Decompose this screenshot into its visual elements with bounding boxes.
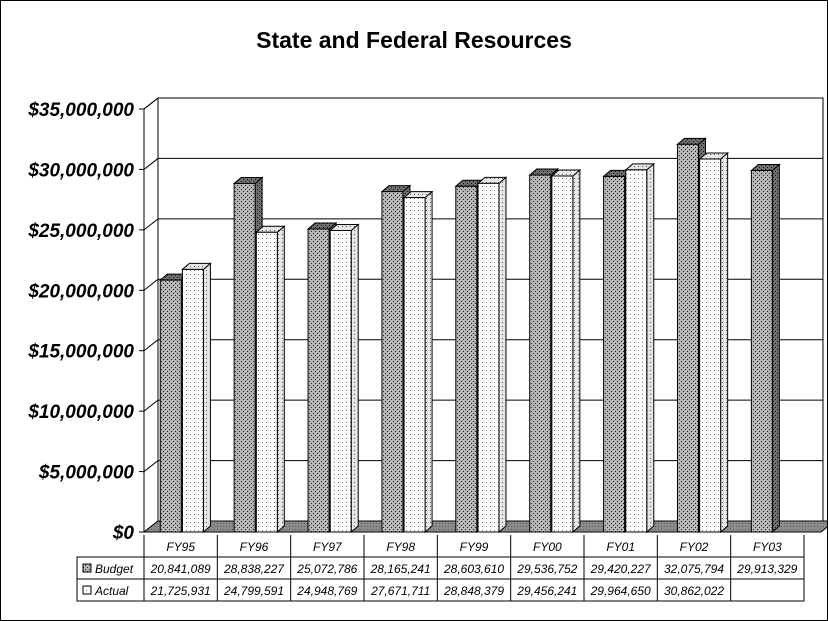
data-label-budget: 20,841,089 <box>150 562 211 576</box>
y-tick-label: $35,000,000 <box>27 100 134 121</box>
data-label-budget: 32,075,794 <box>664 562 724 576</box>
data-label-budget: 29,420,227 <box>590 562 652 576</box>
gridline <box>143 278 823 291</box>
gridline <box>143 157 823 170</box>
y-tick-label: $10,000,000 <box>27 402 134 423</box>
data-label-budget: 29,536,752 <box>516 562 577 576</box>
x-tick-label: FY95 <box>166 540 195 554</box>
gridline <box>143 399 823 412</box>
bar-actual-fy00 <box>550 168 582 534</box>
x-tick-label: FY00 <box>533 540 562 554</box>
y-tick-label: $15,000,000 <box>27 342 134 363</box>
bar-actual-fy99 <box>476 176 508 534</box>
bar-actual-fy98 <box>402 190 434 534</box>
data-label-actual: 24,799,591 <box>223 584 284 598</box>
legend-label-budget: Budget <box>95 562 134 576</box>
bar-actual-fy02 <box>698 151 729 534</box>
chart-title: State and Federal Resources <box>256 27 572 53</box>
data-label-actual: 29,456,241 <box>516 584 577 598</box>
data-label-budget: 29,913,329 <box>736 562 797 576</box>
data-label-budget: 28,165,241 <box>370 562 431 576</box>
data-label-actual: 29,964,650 <box>590 584 651 598</box>
legend-swatch-budget <box>82 563 92 573</box>
legend-swatch-actual <box>82 585 92 595</box>
data-label-actual: 28,848,379 <box>443 584 504 598</box>
legend-label-actual: Actual <box>94 584 129 598</box>
x-tick-label: FY02 <box>680 540 709 554</box>
data-label-actual: 30,862,022 <box>664 584 724 598</box>
data-label-budget: 28,603,610 <box>443 562 504 576</box>
gridline <box>143 460 823 472</box>
data-label-budget: 25,072,786 <box>296 562 357 576</box>
gridline <box>143 339 823 352</box>
gridline <box>143 97 823 110</box>
x-tick-label: FY01 <box>606 540 635 554</box>
data-label-actual: 21,725,931 <box>150 584 211 598</box>
x-tick-label: FY99 <box>460 540 489 554</box>
y-tick-label: $25,000,000 <box>27 221 134 242</box>
bar-actual-fy95 <box>181 262 212 534</box>
bar-budget-fy03 <box>750 163 781 534</box>
x-tick-label: FY98 <box>386 540 415 554</box>
data-label-budget: 28,838,227 <box>223 562 285 576</box>
y-tick-label: $30,000,000 <box>27 160 134 181</box>
x-tick-label: FY97 <box>313 540 343 554</box>
bar-actual-fy01 <box>624 162 656 534</box>
data-label-actual: 27,671,711 <box>370 584 430 598</box>
data-label-actual: 24,948,769 <box>296 584 357 598</box>
y-tick-label: $20,000,000 <box>27 281 134 302</box>
gridline <box>143 218 823 231</box>
bar-actual-fy96 <box>254 225 286 534</box>
x-tick-label: FY96 <box>240 540 269 554</box>
x-tick-label: FY03 <box>753 540 782 554</box>
y-tick-label: $0 <box>112 523 135 544</box>
bar-actual-fy97 <box>328 223 360 534</box>
y-tick-label: $5,000,000 <box>38 463 135 484</box>
